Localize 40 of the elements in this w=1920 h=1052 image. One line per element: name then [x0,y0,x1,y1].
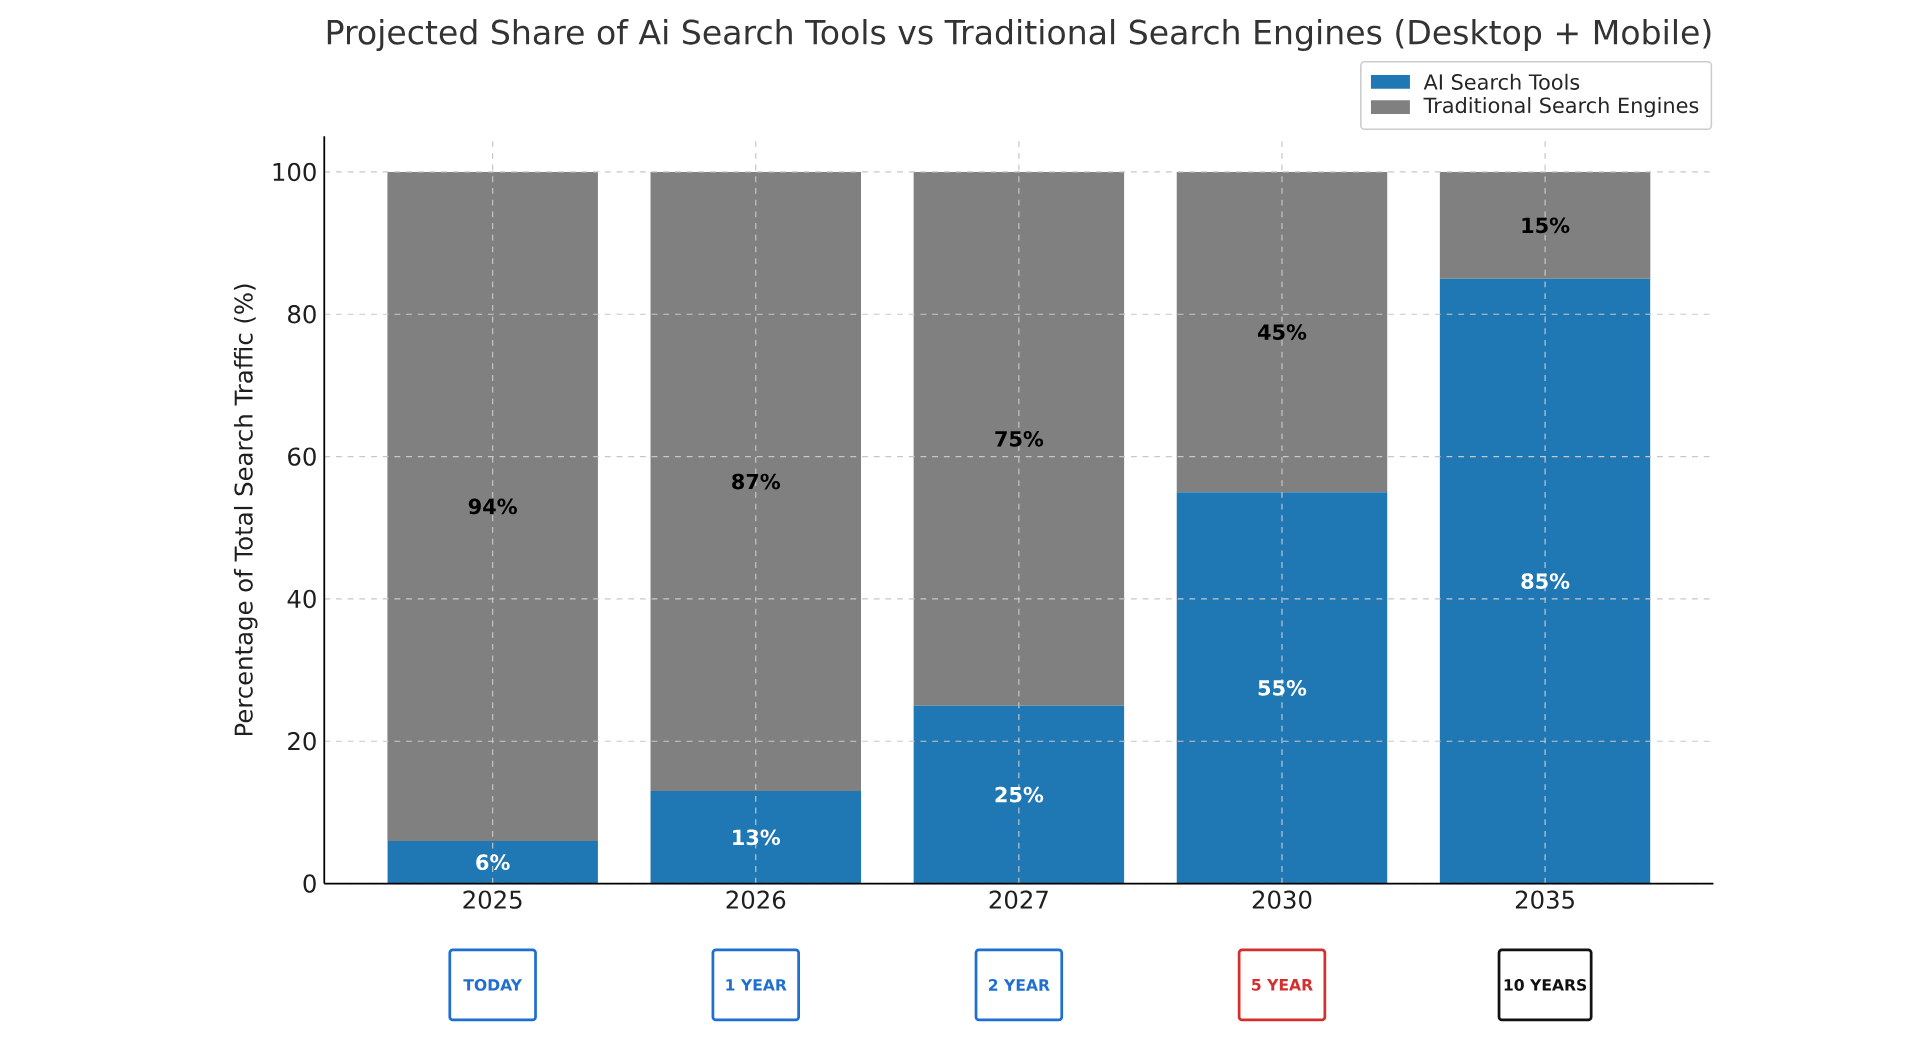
y-tick-label: 40 [287,589,316,609]
data-label: 85% [1521,573,1570,589]
bar [913,171,1125,706]
bar [913,705,1125,884]
bar [650,171,862,792]
bar [387,171,598,841]
x-tick-label: 2027 [989,890,1048,909]
bar [1176,171,1388,493]
legend-label: AI Search Tools [1423,73,1580,90]
data-label: 94% [468,498,517,515]
text: 5 YEAR [1252,979,1313,991]
data-label: 87% [732,473,781,490]
legend-label: Traditional Search Engines [1423,97,1699,118]
text: 10 YEARS [1504,978,1587,991]
data-label: 75% [995,430,1044,447]
x-tick-label: 2025 [463,890,522,909]
data-label: 45% [1257,324,1307,340]
y-axis-title: Percentage of Total Search Traffic (%) [233,284,258,736]
chart-title: Projected Share of Ai Search Tools vs Traditional Search Engines (Desktop + Mobile) [327,18,1711,52]
data-label: 15% [1522,217,1570,234]
x-tick-label: 2026 [726,890,786,909]
y-tick-label: 60 [288,447,316,466]
y-tick-label: 0 [303,874,316,893]
x-tick-label: 2030 [1252,890,1312,909]
text: TODAY [463,978,523,991]
data-label: 6% [476,854,510,871]
data-label: 13% [733,829,781,846]
bar [1439,278,1651,884]
bar [1176,492,1388,884]
y-tick-label: 80 [288,305,316,324]
bar [650,791,862,884]
bar [1439,171,1651,279]
text: 1 YEAR [726,979,787,991]
y-tick-label: 100 [273,162,316,182]
data-label: 55% [1258,679,1307,696]
bar [387,840,598,884]
x-tick-label: 2035 [1515,890,1574,909]
text: 2 YEAR [988,979,1050,991]
y-tick-label: 20 [288,731,316,751]
data-label: 25% [995,786,1044,803]
